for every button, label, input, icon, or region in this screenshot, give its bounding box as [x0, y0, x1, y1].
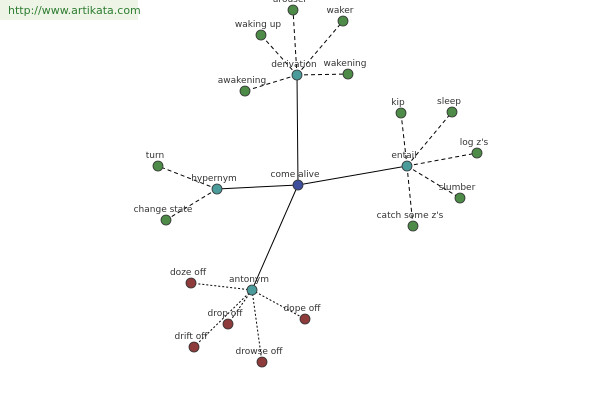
nodes: arouser waker waking up wakening awakening de…: [134, 0, 489, 368]
leaf-node-label: kip: [391, 98, 405, 108]
edge: [251, 184, 299, 291]
leaf-node-label: turn: [146, 151, 164, 161]
leaf-node: [222, 318, 234, 330]
center-node-label: come alive: [271, 170, 320, 180]
edge: [296, 73, 349, 76]
leaf-node-label: drop off: [207, 309, 243, 319]
edge: [216, 184, 299, 190]
edge: [244, 74, 298, 92]
edge: [297, 165, 408, 186]
leaf-node: [256, 356, 268, 368]
edges: [157, 9, 478, 363]
leaf-node: [395, 107, 407, 119]
relation-node: [246, 284, 258, 296]
leaf-node: [160, 214, 172, 226]
leaf-node-label: dope off: [283, 304, 321, 314]
leaf-node-label: sleep: [437, 97, 461, 107]
edge: [227, 289, 253, 325]
edge: [406, 152, 478, 167]
edge: [296, 74, 299, 186]
edge: [251, 289, 263, 363]
leaf-node-label: change state: [134, 205, 193, 215]
leaf-node: [152, 160, 164, 172]
leaf-node: [188, 341, 200, 353]
leaf-node: [471, 147, 483, 159]
relation-node-label: antonym: [229, 275, 269, 285]
edge: [406, 165, 414, 227]
edge: [193, 289, 253, 348]
leaf-node: [446, 106, 458, 118]
leaf-node-label: drowse off: [236, 347, 284, 357]
relation-node-label: derivation: [271, 60, 317, 70]
leaf-node: [299, 313, 311, 325]
edge: [296, 20, 344, 76]
site-url[interactable]: http://www.artikata.com: [0, 0, 141, 20]
edge: [292, 9, 298, 76]
leaf-node-label: wakening: [324, 59, 367, 69]
edge: [406, 111, 453, 167]
leaf-node-label: awakening: [218, 76, 266, 86]
edge: [400, 112, 408, 167]
relation-node: [291, 69, 303, 81]
leaf-node: [337, 15, 349, 27]
leaf-node-label: drift off: [174, 332, 208, 342]
relation-node: [211, 183, 223, 195]
leaf-node: [454, 192, 466, 204]
leaf-node: [342, 68, 354, 80]
relation-node-label: hypernym: [191, 174, 237, 184]
edge: [260, 34, 298, 76]
leaf-node-label: log z's: [460, 138, 489, 148]
leaf-node: [239, 85, 251, 97]
edge: [165, 188, 218, 221]
leaf-node-label: waking up: [235, 20, 282, 30]
leaf-node: [287, 4, 299, 16]
edge: [406, 165, 461, 199]
edge: [157, 165, 218, 190]
relation-node: [401, 160, 413, 172]
center-node: [292, 179, 304, 191]
leaf-node-label: waker: [326, 6, 353, 16]
leaf-node-label: slumber: [439, 183, 476, 193]
relation-node-label: entail: [391, 151, 416, 161]
leaf-node-label: doze off: [170, 268, 207, 278]
leaf-node: [255, 29, 267, 41]
leaf-node: [407, 220, 419, 232]
leaf-node-label: catch some z's: [377, 211, 444, 221]
leaf-node: [185, 277, 197, 289]
leaf-node-label: arouser: [273, 0, 307, 5]
